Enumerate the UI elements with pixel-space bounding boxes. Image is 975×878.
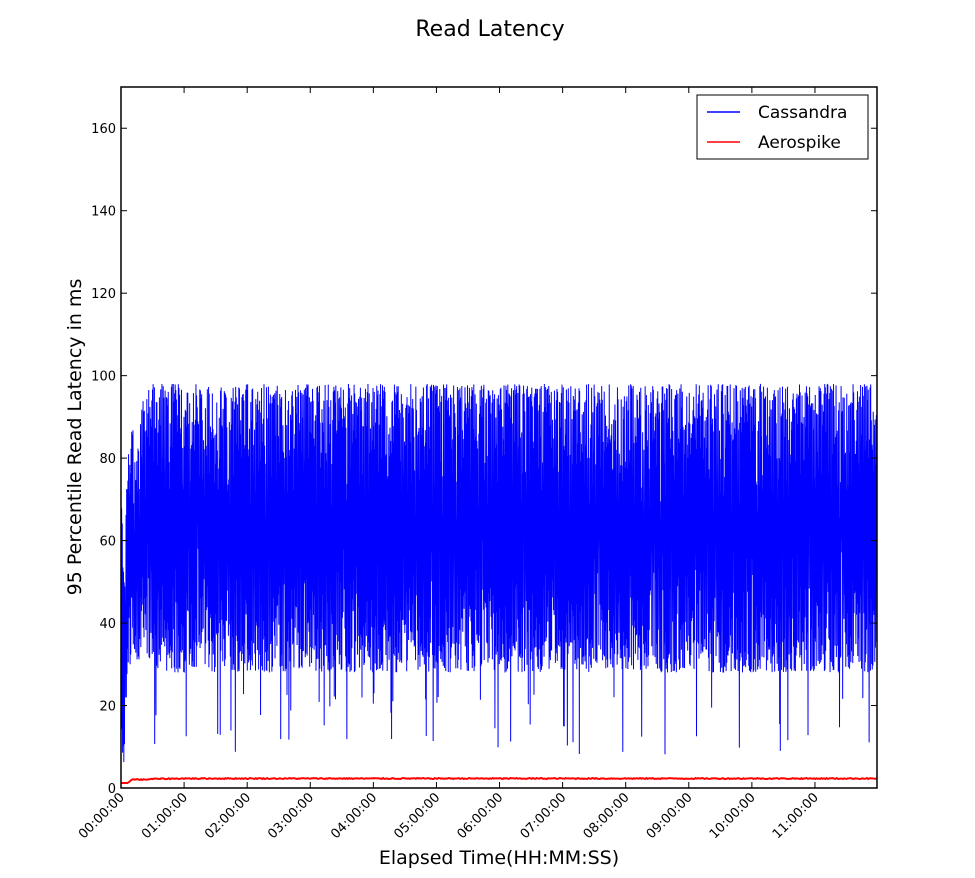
- x-tick-label: 01:00:00: [139, 790, 191, 842]
- y-axis-ticks: 0 20 40 60 80 100 120 140 160: [91, 122, 877, 797]
- x-tick-label: 05:00:00: [391, 790, 443, 842]
- plot-frame: [120, 86, 878, 789]
- x-tick-label: 06:00:00: [454, 790, 506, 842]
- legend-box: [696, 94, 869, 160]
- x-tick-label: 11:00:00: [770, 790, 822, 842]
- x-tick-label: 07:00:00: [518, 790, 570, 842]
- series-line-aerospike: [121, 776, 878, 785]
- x-tick-label: 03:00:00: [265, 790, 317, 842]
- x-axis-label: Elapsed Time(HH:MM:SS): [379, 847, 619, 869]
- y-tick-label: 40: [99, 617, 116, 632]
- y-tick-label: 120: [91, 287, 116, 302]
- chart-title: Read Latency: [415, 17, 564, 42]
- series-line-cassandra: [120, 383, 878, 763]
- y-tick-label: 20: [99, 700, 116, 715]
- legend: Cassandra Aerospike: [696, 94, 869, 160]
- plot-area: 0 20 40 60 80 100 120 140 160 00:00:00 01:00:00 02…: [76, 86, 878, 842]
- x-tick-label: 08:00:00: [581, 790, 633, 842]
- y-tick-label: 80: [99, 452, 116, 467]
- x-tick-label: 10:00:00: [707, 790, 759, 842]
- y-tick-label: 0: [108, 782, 116, 797]
- legend-label-aerospike: Aerospike: [758, 133, 841, 153]
- legend-label-cassandra: Cassandra: [758, 103, 847, 123]
- y-tick-label: 140: [91, 205, 116, 220]
- x-tick-label: 02:00:00: [202, 790, 254, 842]
- y-tick-label: 100: [91, 370, 116, 385]
- x-tick-label: 04:00:00: [328, 790, 380, 842]
- series-layer: [120, 383, 878, 785]
- y-tick-label: 60: [99, 535, 116, 550]
- x-tick-label: 00:00:00: [76, 790, 128, 842]
- y-axis-label: 95 Percentile Read Latency in ms: [64, 279, 86, 596]
- x-tick-label: 09:00:00: [644, 790, 696, 842]
- y-tick-label: 160: [91, 122, 116, 137]
